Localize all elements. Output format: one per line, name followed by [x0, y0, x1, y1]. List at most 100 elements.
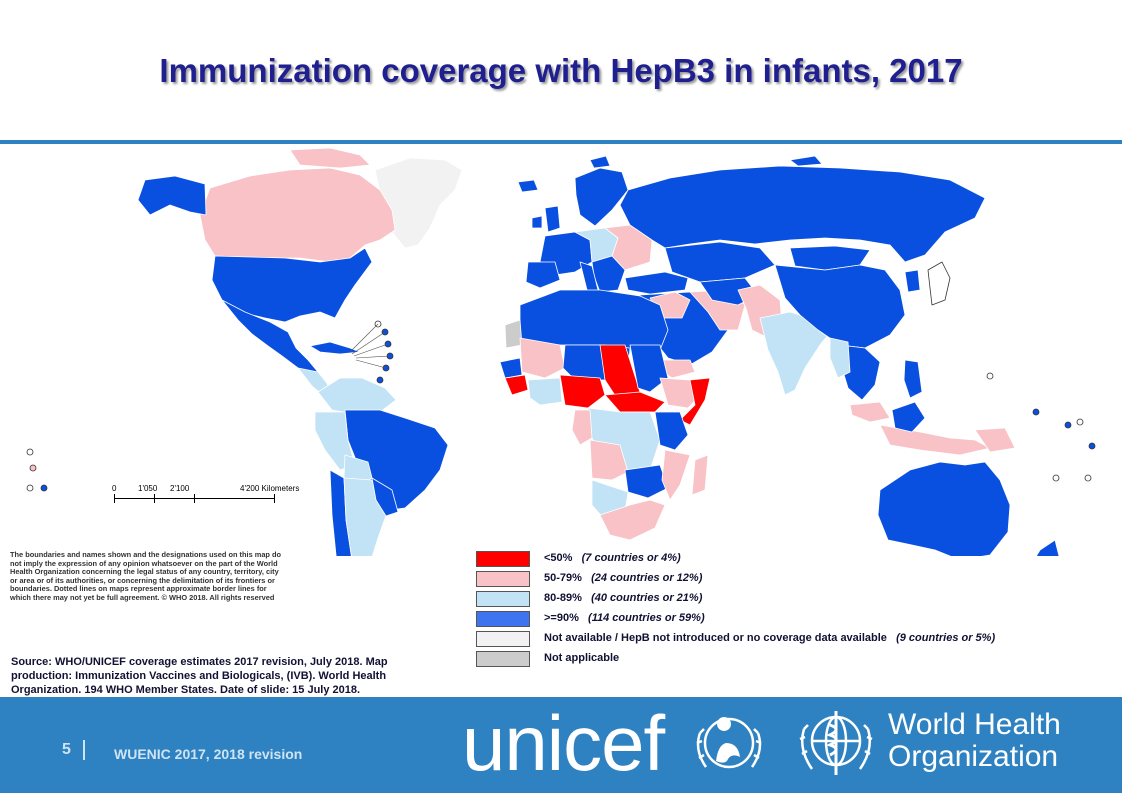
legend-item: >=90% (114 countries or 59%) [476, 610, 1076, 630]
region-siberian-islands [789, 155, 823, 167]
region-caribbean [309, 341, 361, 355]
region-malaysia [849, 401, 891, 423]
map-disclaimer: The boundaries and names shown and the d… [10, 550, 282, 602]
region-mozambique [661, 449, 691, 501]
legend-item: <50% (7 countries or 4%) [476, 550, 1076, 570]
region-new-zealand [1035, 539, 1060, 556]
slide-number: 5 [62, 741, 71, 758]
title-divider [0, 140, 1122, 144]
region-korea-japan [904, 269, 921, 293]
region-borneo [891, 401, 926, 433]
legend-item: 50-79% (24 countries or 12%) [476, 570, 1076, 590]
source-note: Source: WHO/UNICEF coverage estimates 20… [11, 656, 388, 696]
legend-item: Not available / HepB not introduced or n… [476, 630, 1076, 650]
footer-bar: 5 WUENIC 2017, 2018 revision unicef Worl… [0, 697, 1122, 793]
legend-detail: (24 countries or 12%) [591, 572, 703, 584]
region-south-sudan-car [604, 391, 666, 413]
slide-title: Immunization coverage with HepB3 in infa… [159, 52, 963, 89]
region-south-africa [599, 499, 666, 541]
world-map [26, 147, 1096, 556]
footer-caption: WUENIC 2017, 2018 revision [114, 746, 303, 762]
legend-detail: (114 countries or 59%) [588, 612, 705, 624]
region-coast-states [527, 377, 563, 406]
region-mali-mauritania [519, 337, 566, 379]
region-venezuela-colombia [317, 377, 397, 415]
scale-tick [114, 494, 115, 503]
legend-swatch [476, 591, 530, 607]
legend-label: >=90% [544, 612, 579, 624]
region-angola [589, 439, 629, 481]
island-marker [26, 448, 34, 456]
who-emblem-icon [799, 711, 873, 775]
region-sudan [629, 344, 669, 393]
region-somalia [679, 377, 711, 426]
scale-bar: 0 1'050 2'100 4'200 Kilometers [110, 484, 310, 508]
region-myanmar [829, 337, 851, 379]
island-marker [1052, 474, 1060, 482]
who-wordmark: World Health Organization [888, 709, 1061, 773]
legend-detail: (40 countries or 21%) [591, 592, 703, 604]
island-marker [986, 372, 994, 380]
legend-detail: (9 countries or 5%) [896, 632, 996, 644]
region-uk [544, 205, 561, 233]
island-marker [40, 484, 48, 492]
legend-item: Not applicable [476, 650, 1076, 670]
region-west-coast [499, 357, 523, 379]
region-australia [877, 461, 1011, 556]
region-iberia [525, 261, 561, 289]
legend-label: 80-89% [544, 592, 582, 604]
scale-tick [274, 494, 275, 503]
region-china [774, 264, 906, 349]
scale-tick [154, 494, 155, 503]
island-marker [1084, 474, 1092, 482]
island-marker [1064, 421, 1072, 429]
region-kazakhstan [664, 241, 776, 283]
region-canada [199, 167, 396, 263]
legend-item: 80-89% (40 countries or 21%) [476, 590, 1076, 610]
who-name-line1: World Health [888, 708, 1061, 741]
island-marker [1088, 442, 1096, 450]
region-alaska [137, 175, 207, 216]
region-guinea [504, 374, 529, 396]
region-svalbard [589, 155, 611, 169]
unicef-wordmark: unicef [462, 699, 665, 787]
region-western-sahara [504, 319, 523, 349]
map-legend: <50% (7 countries or 4%) 50-79% (24 coun… [476, 550, 1076, 670]
region-gabon-congo [571, 409, 593, 446]
legend-label: Not applicable [544, 652, 620, 664]
region-scandinavia [574, 167, 629, 227]
island-marker [29, 464, 37, 472]
legend-swatch [476, 611, 530, 627]
legend-swatch [476, 651, 530, 667]
legend-label: <50% [544, 552, 573, 564]
region-ireland [531, 215, 543, 229]
island-marker [376, 376, 384, 384]
scale-label-3: 4'200 Kilometers [240, 484, 300, 493]
who-name-line2: Organization [888, 740, 1059, 773]
island-marker [26, 484, 34, 492]
legend-label: 50-79% [544, 572, 582, 584]
unicef-emblem-icon [696, 717, 762, 769]
region-nigeria-area [559, 374, 606, 409]
region-philippines [903, 359, 923, 399]
legend-detail: (7 countries or 4%) [581, 552, 681, 564]
slide-number-separator [83, 740, 85, 760]
region-iceland [517, 179, 539, 193]
region-east-africa [654, 411, 689, 451]
region-japan [927, 261, 951, 306]
region-indonesia [879, 424, 991, 456]
region-madagascar [691, 454, 709, 496]
scale-tick [194, 494, 195, 503]
legend-label: Not available / HepB not introduced or n… [544, 632, 887, 644]
region-turkey [624, 271, 689, 295]
scale-label-1: 1'050 [138, 484, 158, 493]
legend-swatch [476, 551, 530, 567]
island-marker [1076, 418, 1084, 426]
legend-swatch [476, 571, 530, 587]
region-paraguay-uruguay [371, 477, 399, 517]
region-russia [619, 165, 986, 263]
legend-swatch [476, 631, 530, 647]
region-canada-islands [289, 147, 371, 169]
region-png [974, 427, 1016, 453]
scale-label-2: 2'100 [170, 484, 190, 493]
